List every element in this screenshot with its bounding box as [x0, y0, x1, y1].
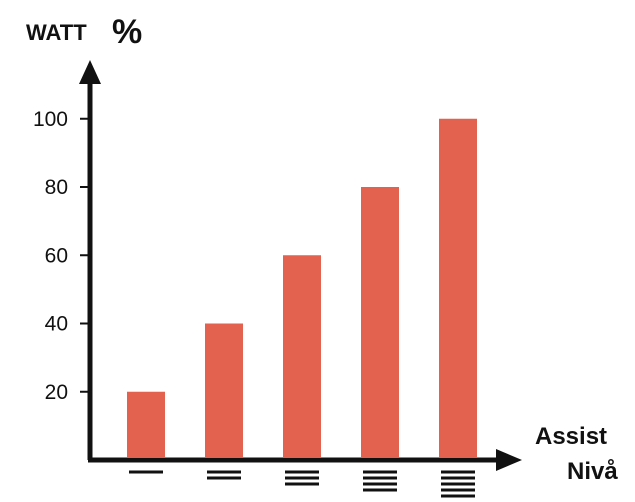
x-category-mark-4: [363, 470, 397, 492]
bar-2: [205, 323, 243, 458]
y-tick-label-20: 20: [45, 381, 68, 404]
x-axis-label-line-2: Nivå: [567, 458, 618, 485]
y-tick-label-80: 80: [45, 176, 68, 199]
y-tick-label-60: 60: [45, 244, 68, 267]
x-category-mark-5: [441, 470, 475, 498]
y-tick-label-40: 40: [45, 313, 68, 336]
bars-group: [127, 118, 477, 458]
bar-3: [283, 255, 321, 458]
y-axis-label-unit: %: [112, 13, 142, 51]
x-category-mark-2: [207, 470, 241, 480]
x-axis-label-line-1: Assist: [535, 423, 607, 450]
y-axis-label-word: WATT: [26, 20, 87, 45]
x-category-marks: [129, 470, 475, 498]
bar-1: [127, 391, 165, 458]
y-tick-label-100: 100: [33, 108, 68, 131]
bar-4: [361, 187, 399, 458]
bar-5: [439, 118, 477, 458]
y-axis-arrowhead: [79, 60, 101, 84]
y-axis-ticks: 20 40 60 80 100: [33, 108, 92, 404]
x-category-mark-3: [285, 470, 319, 486]
x-axis-arrowhead: [496, 449, 522, 471]
